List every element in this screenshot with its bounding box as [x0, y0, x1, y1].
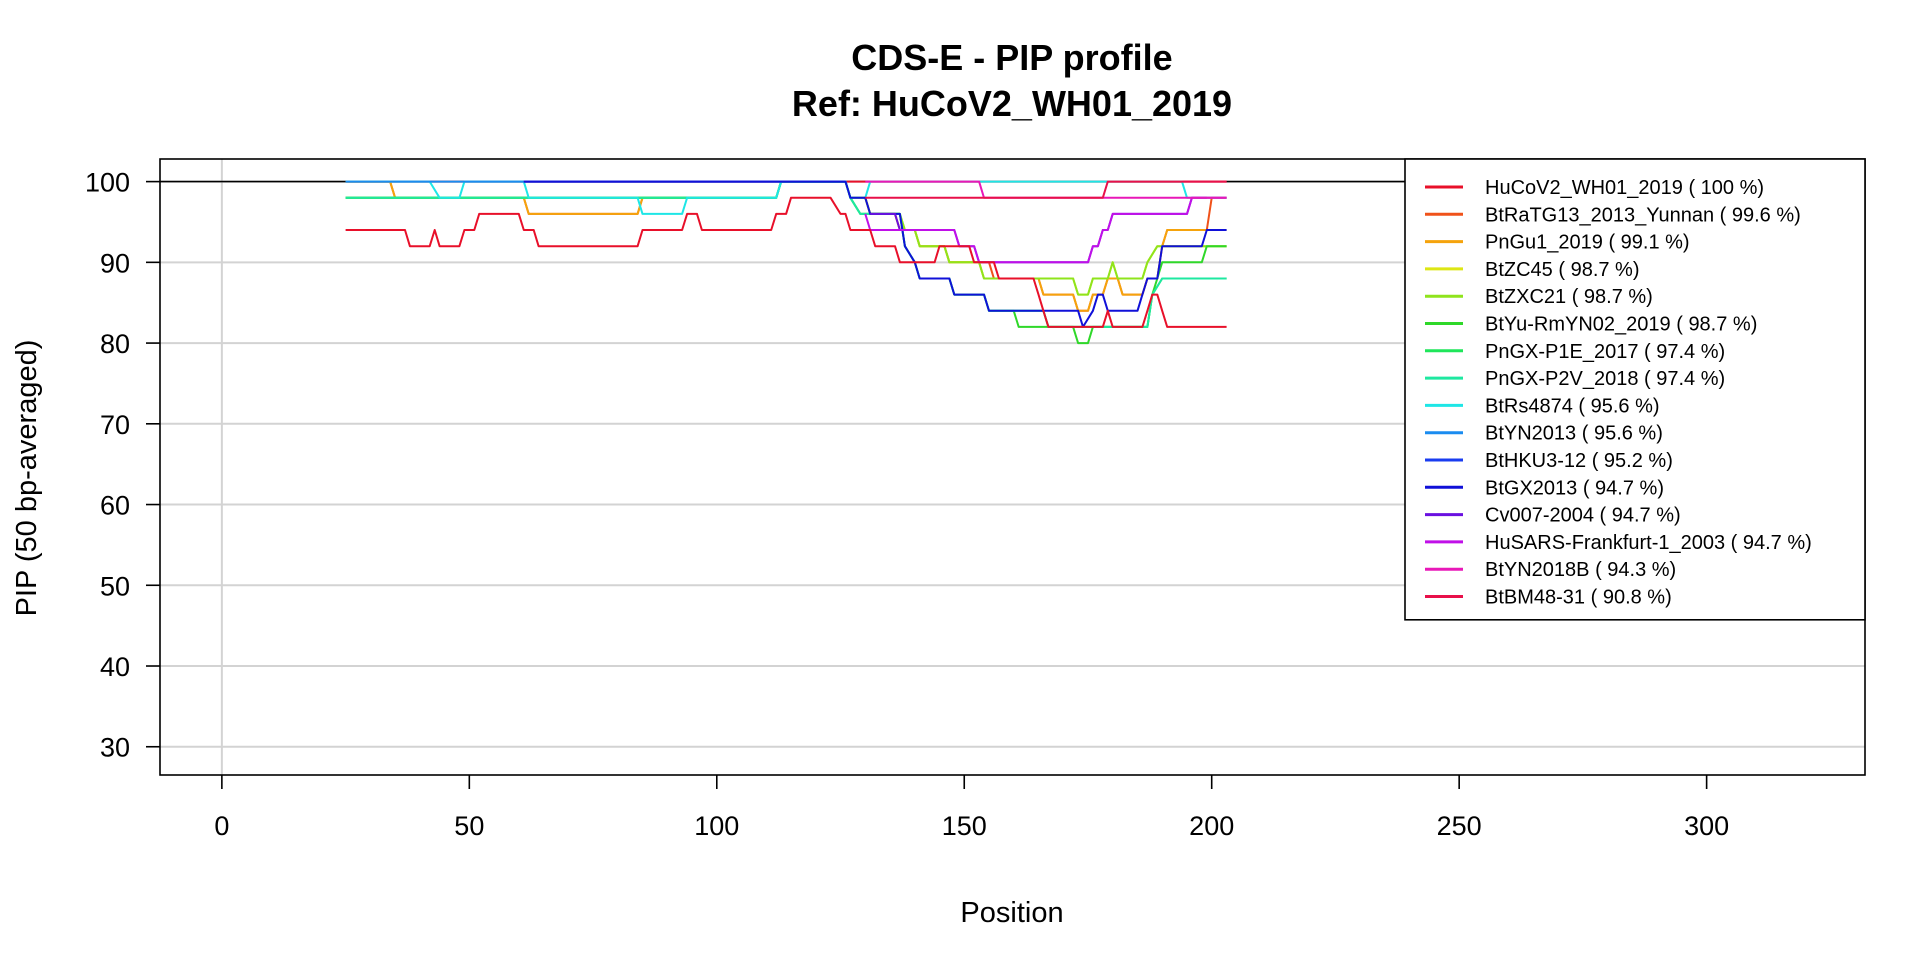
legend-label: HuSARS-Frankfurt-1_2003 ( 94.7 %): [1485, 532, 1812, 554]
x-tick-label: 50: [454, 811, 484, 841]
y-tick-label: 100: [85, 168, 130, 198]
y-tick-label: 40: [100, 652, 130, 682]
legend-label: BtZXC21 ( 98.7 %): [1485, 286, 1653, 308]
chart-subtitle: Ref: HuCoV2_WH01_2019: [792, 83, 1232, 124]
y-tick-label: 70: [100, 410, 130, 440]
axes: 30 40 50 60 70 80 90 100 0 50 100 150 200 250 300: [85, 158, 1866, 841]
legend-label: BtBM48-31 ( 90.8 %): [1485, 587, 1672, 609]
x-axis-label: Position: [960, 897, 1063, 929]
series-line: [523, 180, 1227, 328]
y-axis-label: PIP (50 bp-averaged): [11, 340, 43, 617]
legend-label: Cv007-2004 ( 94.7 %): [1485, 505, 1681, 527]
series-line: [865, 180, 1227, 199]
legend-label: BtYu-RmYN02_2019 ( 98.7 %): [1485, 314, 1757, 336]
x-tick-label: 0: [214, 811, 229, 841]
x-tick-label: 100: [694, 811, 739, 841]
x-tick-label: 150: [942, 811, 987, 841]
x-tick-label: 200: [1189, 811, 1234, 841]
legend-label: HuCoV2_WH01_2019 ( 100 %): [1485, 177, 1764, 199]
y-tick-label: 80: [100, 329, 130, 359]
legend-label: BtRaTG13_2013_Yunnan ( 99.6 %): [1485, 204, 1801, 226]
legend-label: PnGu1_2019 ( 99.1 %): [1485, 232, 1690, 254]
x-tick-label: 300: [1684, 811, 1729, 841]
legend-label: BtHKU3-12 ( 95.2 %): [1485, 450, 1673, 472]
legend: HuCoV2_WH01_2019 ( 100 %) BtRaTG13_2013_Y…: [1404, 158, 1866, 621]
series-line: [345, 180, 1227, 215]
x-tick-label: 250: [1437, 811, 1482, 841]
legend-label: BtZC45 ( 98.7 %): [1485, 259, 1640, 281]
y-tick-label: 30: [100, 733, 130, 763]
legend-label: BtGX2013 ( 94.7 %): [1485, 477, 1664, 499]
y-tick-label: 60: [100, 491, 130, 521]
legend-label: BtRs4874 ( 95.6 %): [1485, 395, 1660, 417]
y-tick-label: 50: [100, 571, 130, 601]
series-line: [345, 196, 1227, 328]
chart-title: CDS-E - PIP profile: [851, 37, 1172, 78]
series-line: [865, 180, 1227, 199]
legend-label: BtYN2018B ( 94.3 %): [1485, 559, 1676, 581]
series-lines: [345, 180, 1227, 345]
legend-label: PnGX-P1E_2017 ( 97.4 %): [1485, 341, 1725, 363]
series-line: [864, 196, 1227, 264]
y-tick-label: 90: [100, 248, 130, 278]
legend-box: [1404, 158, 1866, 621]
legend-label: BtYN2013 ( 95.6 %): [1485, 423, 1663, 445]
legend-label: PnGX-P2V_2018 ( 97.4 %): [1485, 368, 1725, 390]
